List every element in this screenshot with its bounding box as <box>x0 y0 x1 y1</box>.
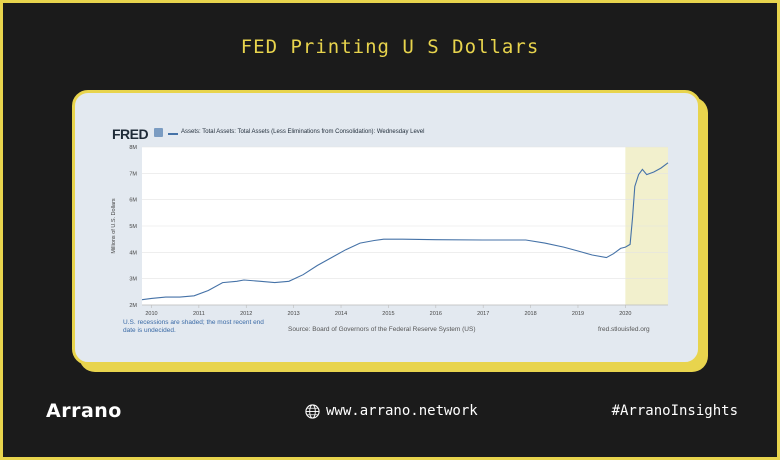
legend-series-label: Assets: Total Assets: Total Assets (Less… <box>181 129 425 135</box>
y-tick-label: 8M <box>129 145 137 151</box>
website-link[interactable]: www.arrano.network <box>305 403 478 419</box>
chart-card: FRED Assets: Total Assets: Total Assets … <box>72 90 701 365</box>
hashtag: #ArranoInsights <box>611 403 738 419</box>
series-line-total-assets <box>141 162 669 301</box>
fred-chart-icon <box>154 128 163 137</box>
x-tick-label: 2018 <box>524 311 536 317</box>
globe-icon <box>305 403 320 419</box>
x-tick-label: 2015 <box>382 311 394 317</box>
x-tick-label: 2013 <box>288 311 300 317</box>
source-text: Source: Board of Governors of the Federa… <box>288 326 476 333</box>
recession-note: U.S. recessions are shaded; the most rec… <box>123 319 264 335</box>
fred-logo: FRED <box>112 126 149 142</box>
y-tick-label: 5M <box>129 224 137 230</box>
fred-chart: 2M 3M 4M 5M 6M 7M 8M 2010 2011 2012 2013 2014 2015 20… <box>111 145 669 317</box>
y-tick-label: 6M <box>129 198 137 204</box>
arrano-logo: Arrano <box>46 400 122 422</box>
x-tick-label: 2020 <box>619 311 631 317</box>
legend-line-swatch <box>168 133 178 135</box>
fred-site-link[interactable]: fred.stlouisfed.org <box>598 326 650 333</box>
x-tick-label: 2014 <box>335 311 347 317</box>
y-tick-label: 3M <box>129 277 137 283</box>
x-tick-label: 2010 <box>145 311 157 317</box>
y-tick-label: 7M <box>129 171 137 177</box>
x-tick-label: 2016 <box>430 311 442 317</box>
x-tick-label: 2012 <box>240 311 252 317</box>
website-text: www.arrano.network <box>326 403 478 419</box>
y-tick-label: 2M <box>129 303 137 309</box>
y-axis-label: Millions of U.S. Dollars <box>111 198 117 254</box>
x-tick-label: 2011 <box>193 311 205 317</box>
page-title: FED Printing U S Dollars <box>240 36 540 58</box>
x-tick-label: 2017 <box>477 311 489 317</box>
y-tick-label: 4M <box>129 250 137 256</box>
x-tick-label: 2019 <box>572 311 584 317</box>
